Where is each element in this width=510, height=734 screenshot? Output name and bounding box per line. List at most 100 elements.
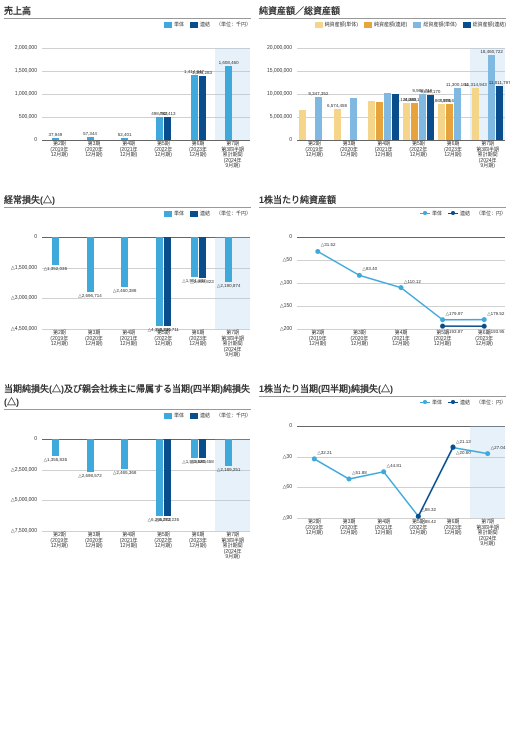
y-tick-label: 1,500,000 — [15, 68, 37, 74]
x-tick-label: 第6期(2023年12月期) — [181, 331, 216, 348]
legend: 単体連結（単位：円） — [259, 399, 506, 406]
plot: △32.21△51.88△44.81△88.32△21.13△27.04△88.… — [297, 426, 505, 518]
grid-line — [42, 140, 250, 141]
bar — [225, 66, 232, 140]
value-label: 1,608,460 — [219, 60, 239, 65]
bar — [496, 86, 503, 140]
bar — [164, 439, 171, 516]
value-label: △1,352,035 — [44, 266, 67, 272]
x-tick-label: 第3期(2020年12月期) — [339, 331, 381, 348]
unit-label: （単位：円） — [476, 399, 506, 406]
legend: 単体連結（単位：千円） — [4, 210, 251, 217]
bar — [121, 439, 128, 469]
legend-label: 単体 — [432, 399, 442, 406]
legend-label: 単体 — [174, 21, 184, 28]
unit-label: （単位：円） — [476, 210, 506, 217]
unit-label: （単位：千円） — [216, 210, 251, 217]
plot: △1,355,835△2,698,572△2,465,368△6,265,062… — [42, 439, 250, 531]
bar — [191, 75, 198, 140]
y-tick-label: △100 — [280, 280, 292, 286]
line-series — [297, 237, 505, 329]
x-tick-label: 第3期(2020年12月期) — [77, 142, 112, 159]
x-tick-label: 第4期(2021年12月期) — [380, 331, 422, 348]
legend: 単体連結（単位：千円） — [4, 412, 251, 419]
legend-item: 単体 — [420, 210, 442, 217]
legend-label: 連結 — [200, 21, 210, 28]
unit-label: （単位：千円） — [216, 21, 251, 28]
chart-title: 1株当たり純資産額 — [259, 193, 506, 208]
y-tick-label: △5,000,000 — [11, 497, 37, 503]
legend-item: 総資産額(連結) — [463, 21, 506, 28]
chart-area: 37,94957,34452,401498,7431,414,3471,608,… — [4, 30, 251, 185]
legend-item: 純資産額(連結) — [364, 21, 407, 28]
chart-panel: 1株当たり純資産額単体 連結 （単位：円） △31.52△83.40△110.12△1… — [259, 193, 506, 374]
plot: △31.52△83.40△110.12△179.97△179.52△193.87… — [297, 237, 505, 329]
chart-area: △1,352,035△2,696,714△2,460,388△4,333,721… — [4, 219, 251, 374]
bar — [156, 237, 163, 326]
value-label: 52,401 — [118, 132, 132, 137]
y-tick-label: 0 — [289, 234, 292, 240]
chart-area: △1,355,835△2,698,572△2,465,368△6,265,062… — [4, 421, 251, 576]
chart-panel: 売上高単体連結（単位：千円）37,94957,34452,401498,7431… — [4, 4, 251, 185]
x-tick-label: 第2期(2019年12月期) — [297, 520, 332, 537]
value-label: △2,189,251 — [217, 467, 240, 473]
bar — [121, 237, 128, 287]
legend-swatch — [448, 402, 458, 403]
point-label: △20.60 — [456, 450, 471, 456]
bar — [199, 439, 206, 458]
legend-label: 単体 — [174, 412, 184, 419]
bar — [488, 55, 495, 140]
y-tick-label: △90 — [283, 515, 292, 521]
x-tick-label: 第6期(2023年12月期) — [463, 331, 505, 348]
y-tick-label: 1,000,000 — [15, 91, 37, 97]
chart-area: △32.21△51.88△44.81△88.32△21.13△27.04△88.… — [259, 408, 506, 563]
chart-title: 経常損失(△) — [4, 193, 251, 208]
legend-swatch — [190, 211, 198, 217]
y-tick-label: △3,000,000 — [11, 295, 37, 301]
value-label: 18,460,722 — [480, 49, 503, 54]
legend-label: 純資産額(連結) — [374, 21, 407, 28]
value-label: 11,300,164 — [446, 82, 468, 87]
y-tick-label: △1,500,000 — [11, 265, 37, 271]
legend-label: 連結 — [460, 210, 470, 217]
y-tick-label: △60 — [283, 484, 292, 490]
x-tick-label: 第7期第3四半期累計期間(2024年9月期) — [215, 331, 250, 359]
grid-line — [42, 329, 250, 330]
y-tick-label: 20,000,000 — [267, 45, 292, 51]
bar — [392, 94, 399, 140]
legend-swatch — [164, 22, 172, 28]
bar — [299, 110, 306, 140]
legend-item: 単体 — [164, 21, 184, 28]
value-label: 37,949 — [48, 132, 62, 137]
legend-label: 総資産額(単体) — [423, 21, 456, 28]
chart-title: 当期純損失(△)及び親会社株主に帰属する当期(四半期)純損失(△) — [4, 382, 251, 410]
legend-item: 連結 — [190, 412, 210, 419]
plot: 6,574,4598,124,4487,864,98611,314,9438,0… — [297, 48, 505, 140]
legend-label: 総資産額(連結) — [473, 21, 506, 28]
chart-title: 1株当たり当期(四半期)純損失(△) — [259, 382, 506, 397]
legend-label: 単体 — [432, 210, 442, 217]
legend-label: 純資産額(単体) — [325, 21, 358, 28]
bar — [164, 237, 171, 326]
value-label: △1,355,835 — [44, 457, 67, 463]
legend: 単体 連結 （単位：千円） — [4, 21, 251, 28]
value-label: 492,413 — [159, 111, 175, 116]
value-label: △1,520,458 — [190, 459, 213, 465]
y-tick-label: △2,500,000 — [11, 467, 37, 473]
bar — [454, 88, 461, 140]
grid-line — [42, 531, 250, 532]
legend-item: 単体 — [164, 210, 184, 217]
legend: 純資産額(単体) 純資産額(連結) 総資産額(単体) 総資産額(連結) — [259, 21, 506, 28]
chart-area: 6,574,4598,124,4487,864,98611,314,9438,0… — [259, 30, 506, 185]
legend-swatch — [364, 22, 372, 28]
bar — [87, 237, 94, 292]
x-tick-label: 第3期(2020年12月期) — [77, 533, 112, 550]
bar — [315, 97, 322, 140]
bar — [376, 102, 383, 140]
value-label: 57,344 — [83, 131, 97, 136]
y-tick-label: △150 — [280, 303, 292, 309]
x-tick-label: 第6期(2023年12月期) — [181, 533, 216, 550]
legend-swatch — [190, 22, 198, 28]
x-tick-label: 第7期第3四半期累計期間(2024年9月期) — [215, 533, 250, 561]
value-label: △2,698,572 — [78, 473, 101, 479]
